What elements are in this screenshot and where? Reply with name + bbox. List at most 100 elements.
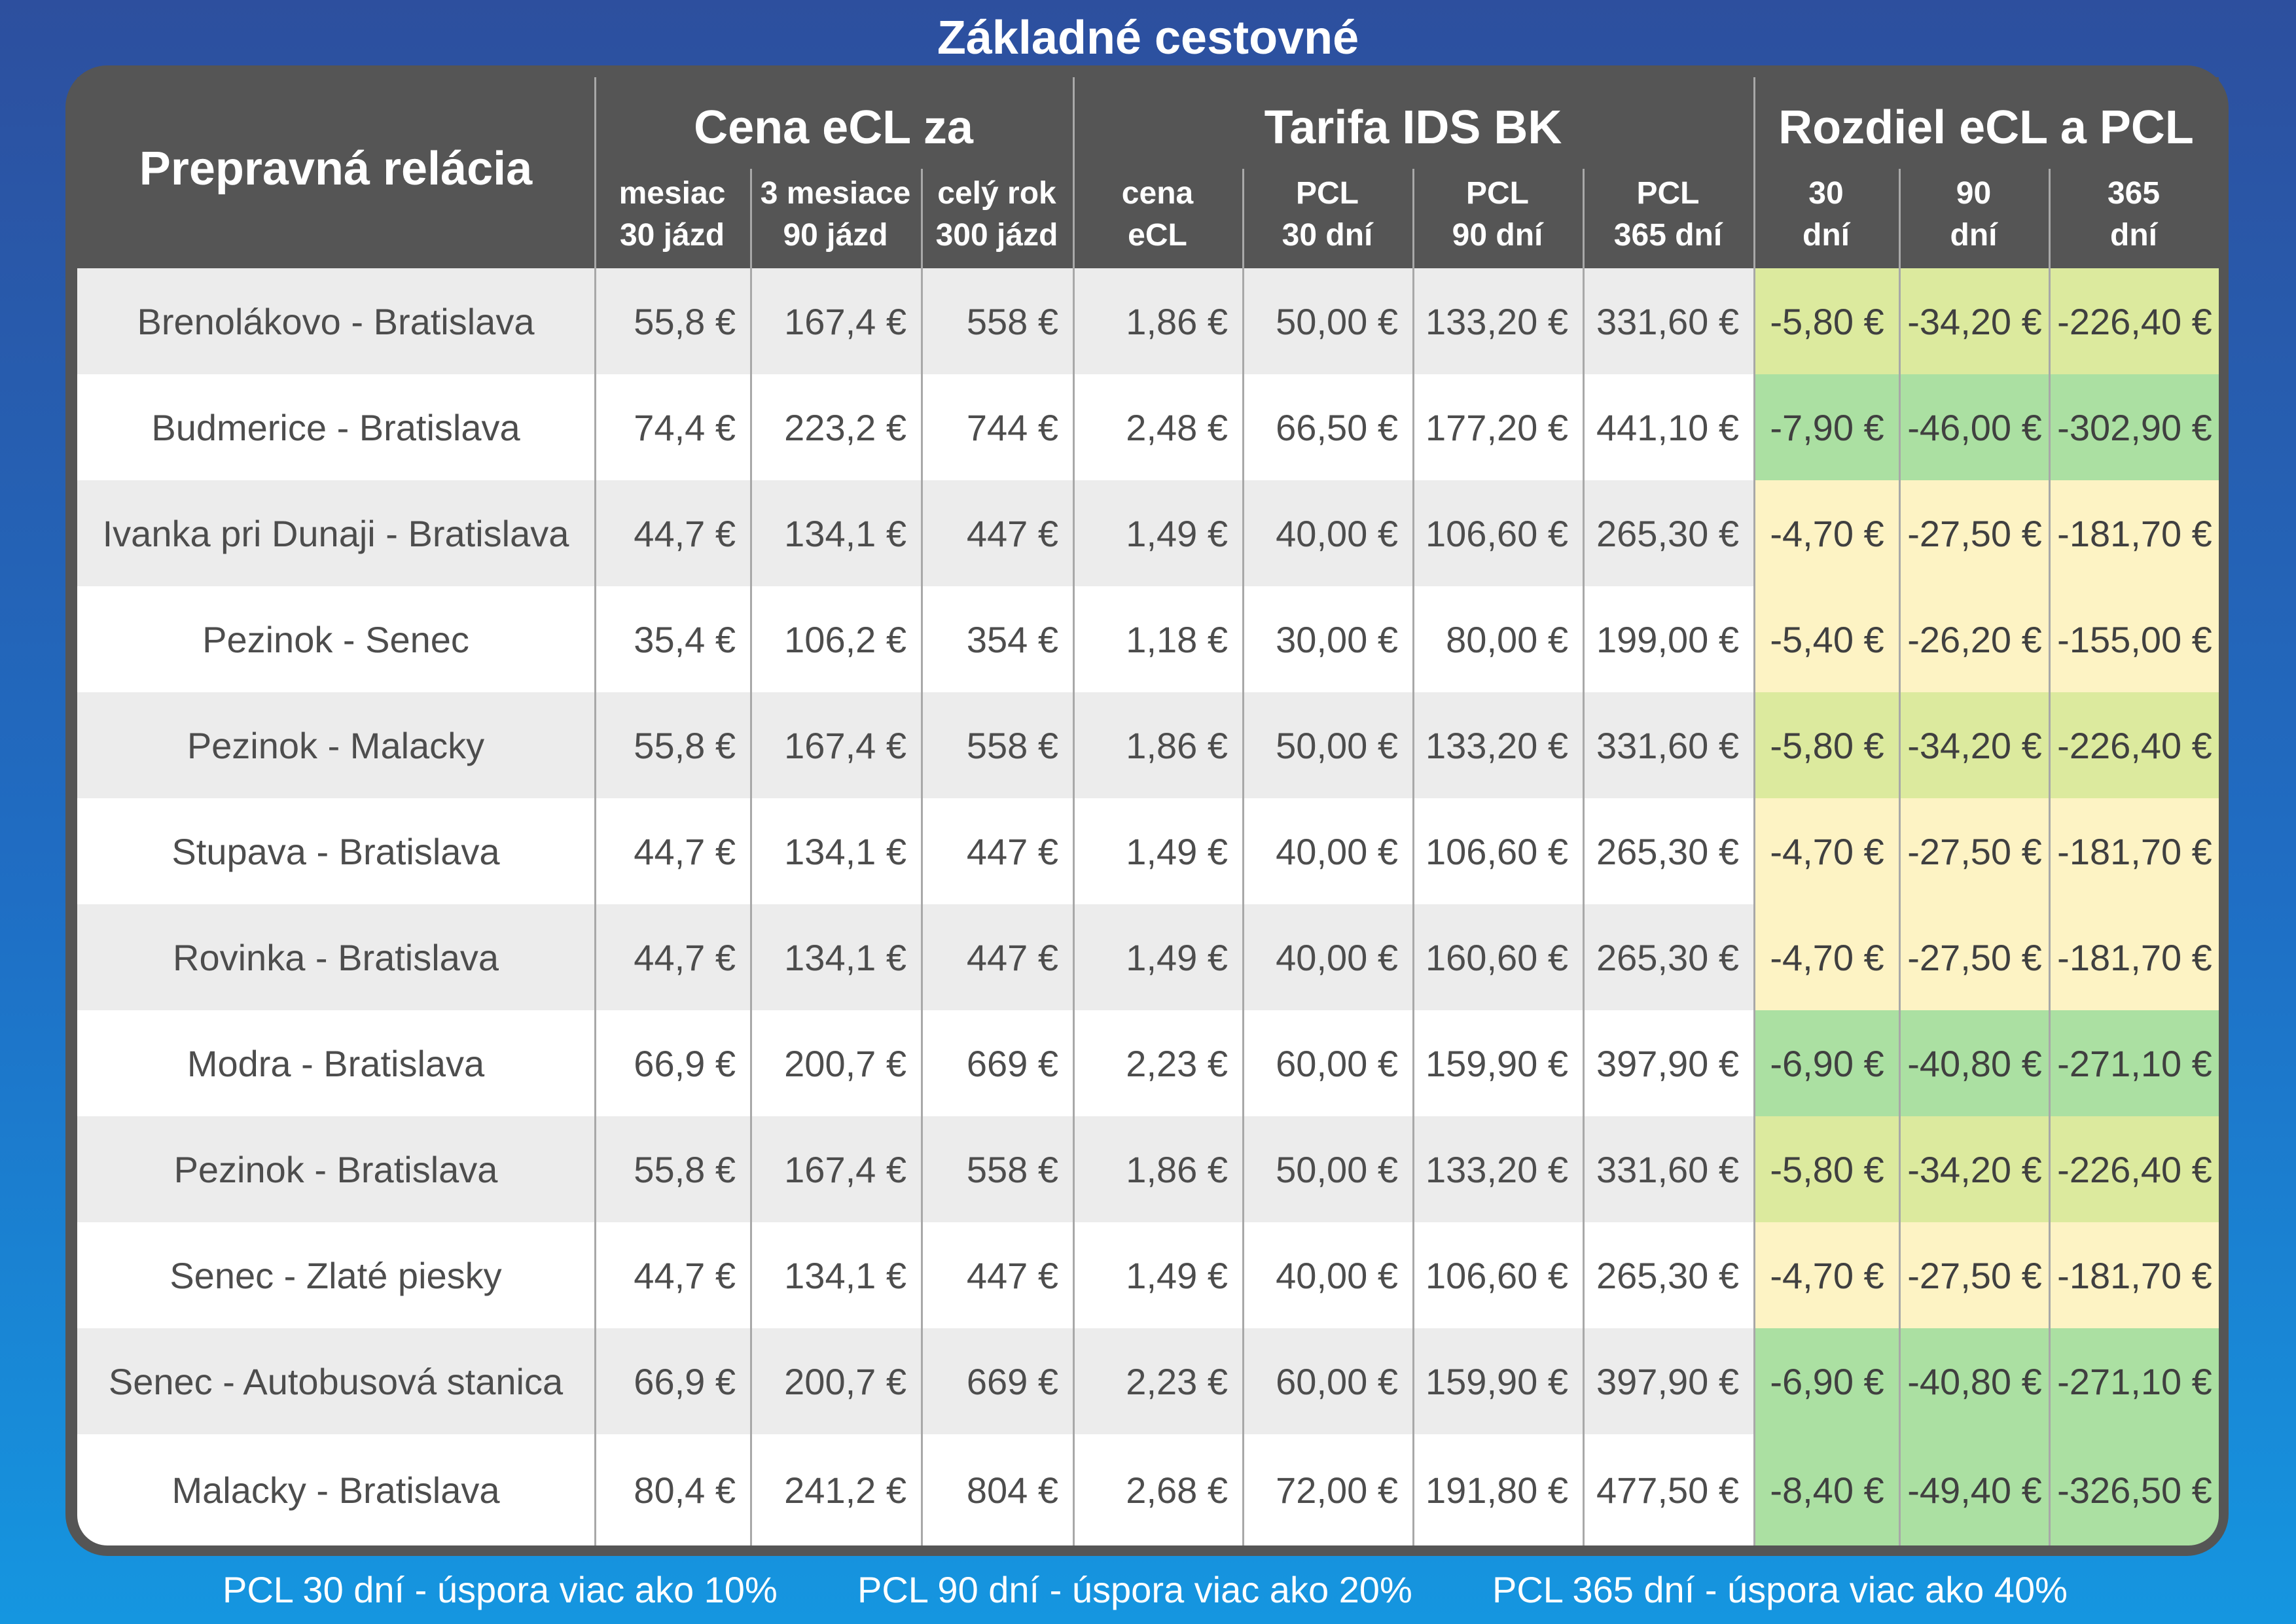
cell-pcl-365: 331,60 € (1583, 1116, 1753, 1222)
cell-ecl-price: 1,86 € (1073, 268, 1242, 374)
cell-diff-365: -155,00 € (2049, 586, 2219, 692)
cell-pcl-30: 60,00 € (1242, 1328, 1412, 1434)
table-row: Modra - Bratislava 66,9 €200,7 €669 €2,23… (77, 1010, 2219, 1116)
cell-pcl-30: 72,00 € (1242, 1434, 1412, 1545)
cell-pcl-365: 199,00 € (1583, 586, 1753, 692)
cell-pcl-30: 40,00 € (1242, 798, 1412, 904)
relation-cell: Pezinok - Malacky (77, 692, 594, 798)
cell-pcl-30: 40,00 € (1242, 480, 1412, 586)
cell-ecl-price: 1,86 € (1073, 1116, 1242, 1222)
header-subdivider (750, 169, 752, 268)
header-subdivider (921, 169, 923, 268)
cell-year-300: 669 € (921, 1010, 1073, 1116)
col-header-ecl-price: cena eCL (1121, 176, 1194, 253)
header-subdivider (1899, 169, 1901, 268)
relation-cell: Senec - Autobusová stanica (77, 1328, 594, 1434)
cell-pcl-30: 60,00 € (1242, 1010, 1412, 1116)
cell-month-30: 44,7 € (594, 904, 750, 1010)
fare-table: Prepravná relácia Cena eCL za Tarifa IDS… (77, 77, 2219, 1545)
table-row: Brenolákovo - Bratislava 55,8 €167,4 €558… (77, 268, 2219, 374)
cell-diff-30: -5,80 € (1753, 1116, 1899, 1222)
header-divider (1073, 77, 1075, 268)
cell-year-300: 669 € (921, 1328, 1073, 1434)
cell-year-300: 558 € (921, 268, 1073, 374)
col-header-diff-30: 30 dní (1803, 176, 1850, 253)
cell-diff-90: -34,20 € (1899, 268, 2049, 374)
cell-pcl-90: 191,80 € (1412, 1434, 1583, 1545)
cell-year-300: 558 € (921, 692, 1073, 798)
cell-pcl-365: 397,90 € (1583, 1328, 1753, 1434)
cell-pcl-90: 133,20 € (1412, 1116, 1583, 1222)
cell-pcl-30: 50,00 € (1242, 268, 1412, 374)
cell-diff-30: -5,80 € (1753, 268, 1899, 374)
cell-month-30: 80,4 € (594, 1434, 750, 1545)
cell-diff-90: -34,20 € (1899, 1116, 2049, 1222)
cell-diff-365: -226,40 € (2049, 268, 2219, 374)
cell-diff-365: -181,70 € (2049, 904, 2219, 1010)
cell-diff-365: -271,10 € (2049, 1328, 2219, 1434)
cell-year-300: 804 € (921, 1434, 1073, 1545)
cell-year-300: 558 € (921, 1116, 1073, 1222)
cell-pcl-365: 265,30 € (1583, 798, 1753, 904)
cell-diff-365: -181,70 € (2049, 480, 2219, 586)
table-row: Senec - Autobusová stanica 66,9 €200,7 €6… (77, 1328, 2219, 1434)
cell-pcl-365: 331,60 € (1583, 268, 1753, 374)
cell-pcl-90: 133,20 € (1412, 692, 1583, 798)
cell-month-30: 74,4 € (594, 374, 750, 480)
cell-pcl-365: 265,30 € (1583, 1222, 1753, 1328)
cell-months-90: 134,1 € (750, 1222, 921, 1328)
cell-month-30: 44,7 € (594, 798, 750, 904)
header-divider (1753, 77, 1755, 268)
cell-pcl-90: 106,60 € (1412, 480, 1583, 586)
group-tarifa-ids-bk: Tarifa IDS BK (1264, 101, 1562, 154)
cell-ecl-price: 1,18 € (1073, 586, 1242, 692)
header-subdivider (1583, 169, 1585, 268)
relation-cell: Rovinka - Bratislava (77, 904, 594, 1010)
cell-year-300: 447 € (921, 904, 1073, 1010)
cell-year-300: 447 € (921, 798, 1073, 904)
relation-cell: Stupava - Bratislava (77, 798, 594, 904)
legend-pcl-90: PCL 90 dní - úspora viac ako 20% (857, 1569, 1412, 1610)
cell-ecl-price: 1,49 € (1073, 798, 1242, 904)
cell-diff-30: -5,80 € (1753, 692, 1899, 798)
cell-diff-365: -271,10 € (2049, 1010, 2219, 1116)
relation-header: Prepravná relácia (139, 143, 533, 195)
cell-months-90: 167,4 € (750, 692, 921, 798)
legend-pcl-30: PCL 30 dní - úspora viac ako 10% (223, 1569, 778, 1610)
cell-pcl-30: 50,00 € (1242, 692, 1412, 798)
table-row: Malacky - Bratislava 80,4 €241,2 €804 €2,… (77, 1434, 2219, 1545)
cell-pcl-90: 159,90 € (1412, 1010, 1583, 1116)
cell-month-30: 66,9 € (594, 1328, 750, 1434)
relation-cell: Pezinok - Senec (77, 586, 594, 692)
table-header: Prepravná relácia Cena eCL za Tarifa IDS… (77, 77, 2219, 268)
cell-diff-365: -226,40 € (2049, 1116, 2219, 1222)
relation-cell: Brenolákovo - Bratislava (77, 268, 594, 374)
cell-months-90: 134,1 € (750, 904, 921, 1010)
cell-diff-30: -5,40 € (1753, 586, 1899, 692)
group-difference: Rozdiel eCL a PCL (1778, 101, 2194, 154)
cell-pcl-365: 265,30 € (1583, 904, 1753, 1010)
cell-diff-90: -27,50 € (1899, 798, 2049, 904)
header-divider (594, 77, 596, 268)
col-header-pcl-90: PCL 90 dní (1452, 176, 1543, 253)
cell-diff-30: -4,70 € (1753, 798, 1899, 904)
cell-diff-90: -40,80 € (1899, 1010, 2049, 1116)
col-header-month: mesiac 30 jázd (619, 176, 726, 253)
cell-diff-90: -49,40 € (1899, 1434, 2049, 1545)
cell-ecl-price: 2,23 € (1073, 1010, 1242, 1116)
col-header-year: celý rok 300 jázd (935, 176, 1058, 253)
table-row: Pezinok - Malacky 55,8 €167,4 €558 €1,86 … (77, 692, 2219, 798)
cell-pcl-365: 441,10 € (1583, 374, 1753, 480)
cell-year-300: 447 € (921, 1222, 1073, 1328)
cell-ecl-price: 2,23 € (1073, 1328, 1242, 1434)
cell-month-30: 55,8 € (594, 692, 750, 798)
relation-cell: Ivanka pri Dunaji - Bratislava (77, 480, 594, 586)
cell-diff-30: -4,70 € (1753, 480, 1899, 586)
legend-pcl-365: PCL 365 dní - úspora viac ako 40% (1492, 1569, 2068, 1610)
cell-ecl-price: 1,49 € (1073, 1222, 1242, 1328)
cell-months-90: 241,2 € (750, 1434, 921, 1545)
relation-cell: Senec - Zlaté piesky (77, 1222, 594, 1328)
cell-months-90: 167,4 € (750, 1116, 921, 1222)
cell-diff-365: -302,90 € (2049, 374, 2219, 480)
cell-pcl-90: 80,00 € (1412, 586, 1583, 692)
